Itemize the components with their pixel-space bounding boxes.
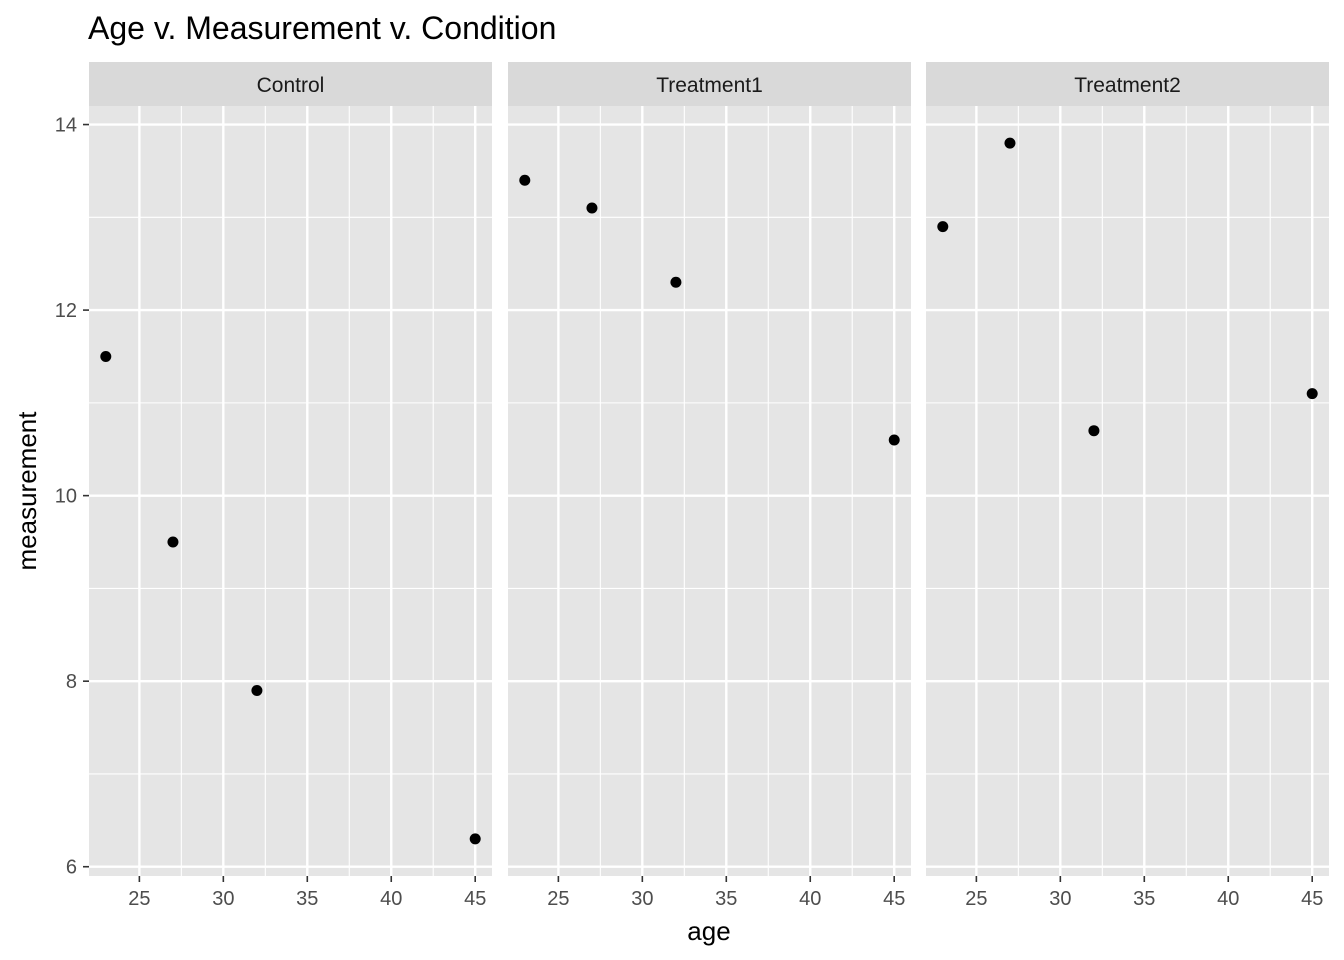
facet-panel-control: Control 25 30 35 40 45	[89, 62, 492, 910]
facet-strip-label: Control	[257, 74, 325, 97]
x-tick-label: 30	[631, 888, 653, 910]
facet-strip-label: Treatment1	[656, 74, 763, 97]
x-tick-label: 40	[799, 888, 821, 910]
x-tick-label: 25	[547, 888, 569, 910]
x-tick-label: 25	[965, 888, 987, 910]
data-point	[1306, 388, 1318, 400]
x-tick-label: 30	[212, 888, 234, 910]
facet-strip	[508, 62, 911, 106]
x-axis-title: age	[687, 916, 730, 946]
x-tick-label: 45	[1301, 888, 1323, 910]
y-axis-title: measurement	[12, 411, 42, 571]
data-point	[586, 202, 598, 214]
x-tick-label: 40	[380, 888, 402, 910]
x-tick-label: 25	[128, 888, 150, 910]
data-point	[670, 276, 682, 288]
x-tick-label: 35	[715, 888, 737, 910]
data-point	[167, 536, 179, 548]
facet-panel-treatment2: Treatment2 25 30 35 40 45	[926, 62, 1329, 910]
data-point	[888, 434, 900, 446]
y-axis: 6 8 10 12 14	[55, 115, 89, 879]
data-point	[1088, 425, 1100, 437]
x-tick-label: 35	[296, 888, 318, 910]
data-point	[1004, 137, 1016, 149]
y-tick-label: 12	[55, 300, 77, 322]
x-tick-label: 45	[464, 888, 486, 910]
x-tick-label: 30	[1049, 888, 1071, 910]
x-tick-label: 40	[1217, 888, 1239, 910]
y-tick-label: 8	[66, 671, 77, 693]
facet-panel-treatment1: Treatment1 25 30 35 40 45	[508, 62, 911, 910]
y-tick-label: 14	[55, 115, 77, 137]
data-point	[937, 221, 949, 233]
data-point	[469, 833, 481, 845]
x-tick-label: 45	[883, 888, 905, 910]
chart-title: Age v. Measurement v. Condition	[88, 10, 556, 46]
data-point	[519, 174, 531, 186]
facet-strip	[89, 62, 492, 106]
panel-background	[926, 106, 1329, 876]
x-tick-label: 35	[1133, 888, 1155, 910]
panel-background	[508, 106, 911, 876]
data-point	[100, 350, 112, 362]
y-tick-label: 6	[66, 857, 77, 879]
facet-strip-label: Treatment2	[1074, 74, 1181, 97]
facet-strip	[926, 62, 1329, 106]
y-tick-label: 10	[55, 486, 77, 508]
panel-background	[89, 106, 492, 876]
data-point	[251, 684, 263, 696]
